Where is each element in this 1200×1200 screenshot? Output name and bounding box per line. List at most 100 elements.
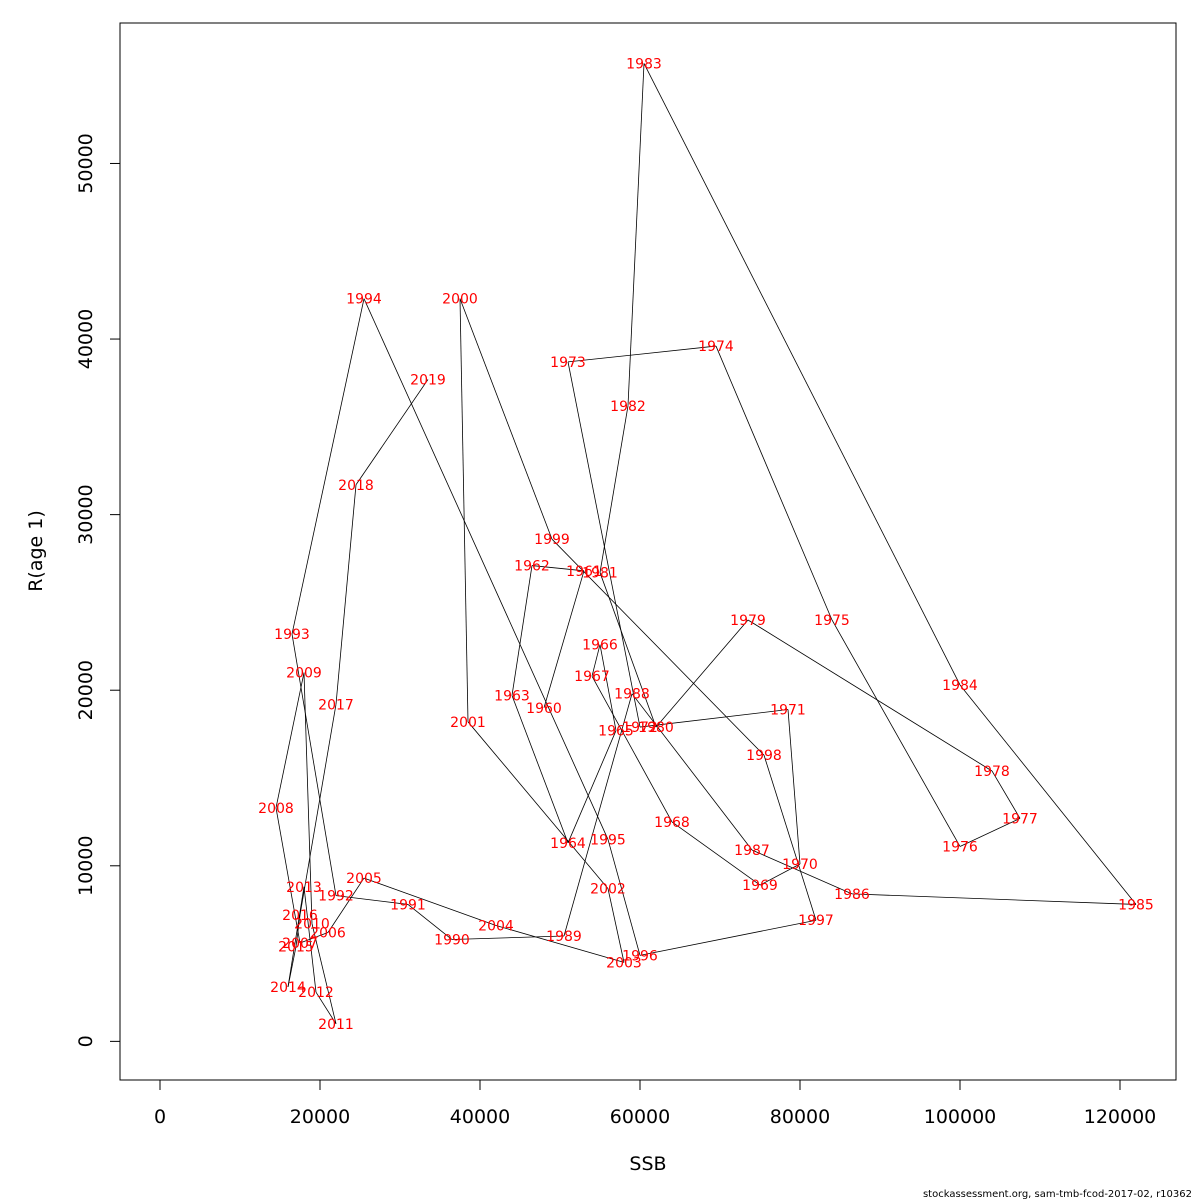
- path-segment: [459, 298, 553, 540]
- path-segment: [335, 484, 357, 705]
- path-segment: [591, 644, 601, 677]
- year-label: 1981: [582, 566, 618, 582]
- path-segment: [467, 721, 609, 889]
- path-segment: [287, 886, 305, 988]
- path-segment: [451, 935, 565, 940]
- path-segment: [551, 538, 765, 756]
- path-segment: [459, 298, 469, 722]
- path-segment: [851, 893, 1137, 905]
- year-label: 2013: [286, 880, 322, 896]
- year-label: 1967: [574, 669, 610, 685]
- year-label: 1980: [638, 720, 674, 736]
- year-label: 1993: [274, 627, 310, 643]
- path-segment: [303, 672, 313, 924]
- path-segment: [599, 405, 629, 573]
- year-label: 1998: [746, 748, 782, 764]
- year-label: 2018: [338, 478, 374, 494]
- path-segment: [543, 570, 585, 708]
- path-segment: [639, 919, 817, 956]
- y-tick-label: 30000: [75, 484, 97, 544]
- year-label: 1982: [610, 399, 646, 415]
- year-label: 1970: [782, 857, 818, 873]
- year-label: 1960: [526, 701, 562, 717]
- year-label: 2004: [478, 918, 514, 934]
- year-label: 1975: [814, 613, 850, 629]
- year-label: 1983: [626, 56, 662, 72]
- year-label: 1984: [942, 678, 978, 694]
- x-tick-label: 100000: [924, 1106, 997, 1128]
- path-segment: [335, 895, 409, 905]
- path-segment: [511, 565, 533, 696]
- path-segment: [655, 619, 749, 728]
- x-tick-label: 40000: [450, 1106, 510, 1128]
- path-segment: [631, 693, 753, 851]
- x-axis-title: SSB: [629, 1153, 666, 1175]
- path-segment: [363, 298, 609, 840]
- year-label: 2002: [590, 882, 626, 898]
- x-tick-label: 120000: [1084, 1106, 1157, 1128]
- path-segment: [639, 709, 789, 728]
- year-label: 1963: [494, 688, 530, 704]
- year-label: 2016: [282, 908, 318, 924]
- path-segment: [567, 345, 717, 363]
- year-label: 2000: [442, 292, 478, 308]
- path-segment: [831, 619, 961, 847]
- path-segment: [315, 991, 337, 1025]
- y-tick-label: 40000: [75, 309, 97, 369]
- year-label: 1966: [582, 638, 618, 654]
- path-segment: [607, 839, 641, 956]
- path-segment: [599, 572, 657, 728]
- year-label: 1991: [390, 897, 426, 913]
- year-label: 1986: [834, 887, 870, 903]
- year-label: 2009: [286, 666, 322, 682]
- y-tick-label: 0: [75, 1035, 97, 1047]
- path-segment: [495, 925, 625, 963]
- path-segment: [563, 693, 633, 937]
- path-segment: [671, 821, 761, 886]
- year-label: 1997: [798, 913, 834, 929]
- x-tick-label: 20000: [290, 1106, 350, 1128]
- year-label: 1987: [734, 843, 770, 859]
- path-segment: [567, 361, 641, 728]
- path-segment: [759, 863, 801, 886]
- year-label: 1974: [698, 339, 734, 355]
- year-label: 1994: [346, 292, 382, 308]
- year-label: 1969: [742, 878, 778, 894]
- y-tick-label: 50000: [75, 133, 97, 193]
- path-segment: [299, 932, 329, 944]
- path-segment: [327, 877, 365, 933]
- path-segment: [715, 345, 833, 621]
- year-label: 1968: [654, 815, 690, 831]
- path-segment: [355, 379, 429, 486]
- path-segment: [787, 709, 801, 865]
- path-segment: [311, 923, 337, 1024]
- year-label: 2003: [606, 955, 642, 971]
- year-label: 2006: [310, 926, 346, 942]
- y-tick-label: 10000: [75, 836, 97, 896]
- year-label: 1965: [598, 724, 634, 740]
- year-label: 1990: [434, 933, 470, 949]
- path-segment: [643, 63, 961, 686]
- path-segment: [763, 755, 817, 921]
- year-label: 1977: [1002, 811, 1038, 827]
- path-segment: [591, 675, 673, 823]
- year-label: 1989: [546, 929, 582, 945]
- path-segment: [299, 704, 337, 916]
- path-segment: [291, 633, 337, 896]
- year-label: 2001: [450, 715, 486, 731]
- x-tick-label: 60000: [610, 1106, 670, 1128]
- y-axis-title: R(age 1): [25, 510, 47, 592]
- year-label: 1971: [770, 703, 806, 719]
- path-segment: [959, 684, 1137, 905]
- year-label: 1988: [614, 687, 650, 703]
- path-segment: [303, 886, 317, 993]
- path-segment: [959, 818, 1021, 847]
- path-segment: [747, 619, 993, 772]
- year-label: 2008: [258, 801, 294, 817]
- year-label: 1992: [318, 889, 354, 905]
- path-segment: [275, 672, 305, 808]
- year-label: 1973: [550, 355, 586, 371]
- year-label: 1978: [974, 764, 1010, 780]
- plot-frame: [119, 22, 1177, 1081]
